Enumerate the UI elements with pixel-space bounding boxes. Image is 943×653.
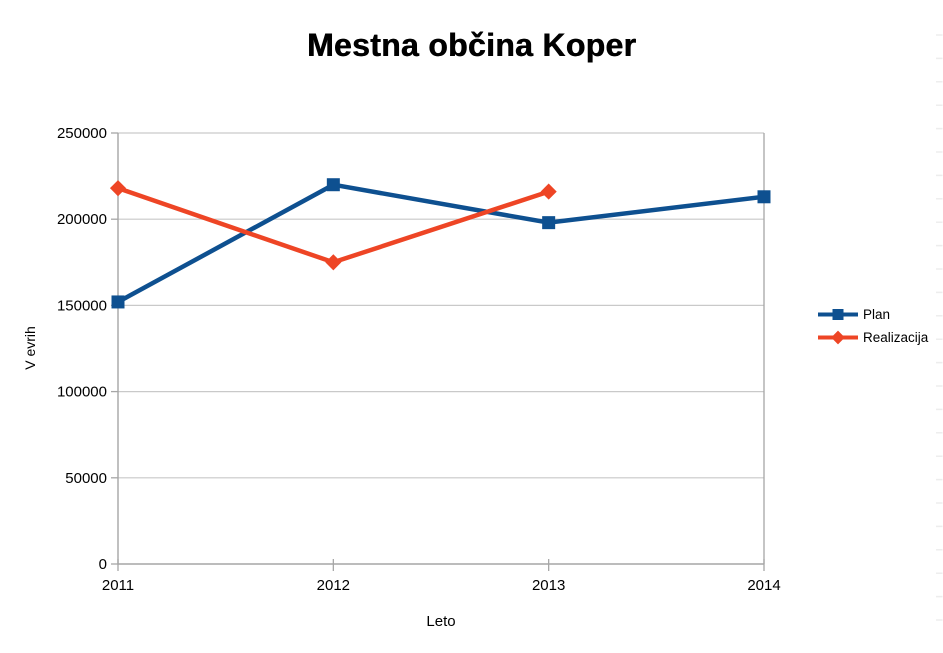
legend: Plan Realizacija [818, 306, 928, 346]
plan-legend-marker [832, 309, 844, 320]
y-tick-label: 200000 [57, 211, 107, 228]
y-tick-label: 50000 [65, 470, 107, 487]
plan-marker [542, 216, 556, 230]
plan-line-square-icon [818, 309, 858, 320]
realizacija-marker [540, 183, 557, 200]
x-tick-label: 2014 [747, 577, 780, 594]
legend-label-realizacija: Realizacija [863, 330, 929, 345]
chart-title: Mestna občina Koper [306, 27, 637, 63]
y-tick-label: 250000 [57, 125, 107, 142]
realizacija-line [117, 186, 550, 265]
plan-marker [757, 190, 771, 204]
x-axis-title: Leto [426, 613, 456, 630]
y-tick-label: 100000 [57, 384, 107, 401]
realizacija-marker [109, 180, 127, 197]
plan-line [116, 182, 765, 304]
x-tick-label: 2012 [317, 577, 350, 594]
legend-label-plan: Plan [863, 307, 891, 322]
legend-item-plan: Plan [818, 306, 928, 323]
plan-marker [326, 178, 340, 192]
x-tick-label: 2013 [532, 577, 565, 594]
realizacija-legend-marker [831, 330, 845, 345]
realizacija-line-diamond-icon [818, 330, 858, 345]
y-tick-label: 150000 [57, 297, 107, 314]
plan-marker [111, 295, 125, 309]
realizacija-marker [325, 254, 342, 271]
y-axis-title: V evrih [22, 326, 38, 370]
y-tick-label: 0 [99, 556, 107, 573]
legend-item-realizacija: Realizacija [818, 329, 928, 346]
x-tick-label: 2011 [102, 577, 134, 594]
